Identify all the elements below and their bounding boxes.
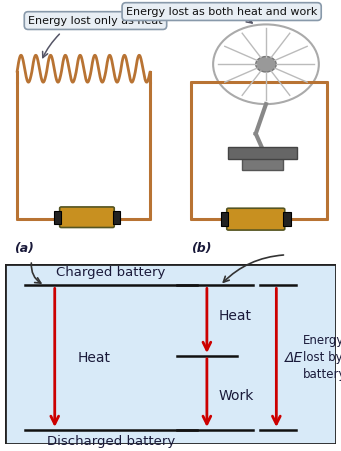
Text: (b): (b) xyxy=(191,242,211,255)
Text: Charged battery: Charged battery xyxy=(56,267,166,279)
FancyBboxPatch shape xyxy=(227,208,285,230)
Text: (a): (a) xyxy=(14,242,34,255)
FancyBboxPatch shape xyxy=(5,264,336,444)
Bar xyxy=(283,212,291,226)
Bar xyxy=(54,211,61,224)
Bar xyxy=(228,147,297,159)
Text: Discharged battery: Discharged battery xyxy=(47,435,175,448)
Bar xyxy=(242,158,283,170)
Text: Heat: Heat xyxy=(78,350,111,365)
FancyBboxPatch shape xyxy=(60,207,114,227)
Circle shape xyxy=(256,56,276,72)
Bar xyxy=(113,211,120,224)
Text: Energy lost only as heat: Energy lost only as heat xyxy=(28,16,163,26)
Text: ΔE: ΔE xyxy=(285,350,303,365)
Bar xyxy=(221,212,228,226)
Text: Work: Work xyxy=(219,388,254,403)
Text: Energy
lost by
battery: Energy lost by battery xyxy=(303,334,341,381)
Text: Energy lost as both heat and work: Energy lost as both heat and work xyxy=(126,7,317,17)
Text: Heat: Heat xyxy=(219,309,251,323)
